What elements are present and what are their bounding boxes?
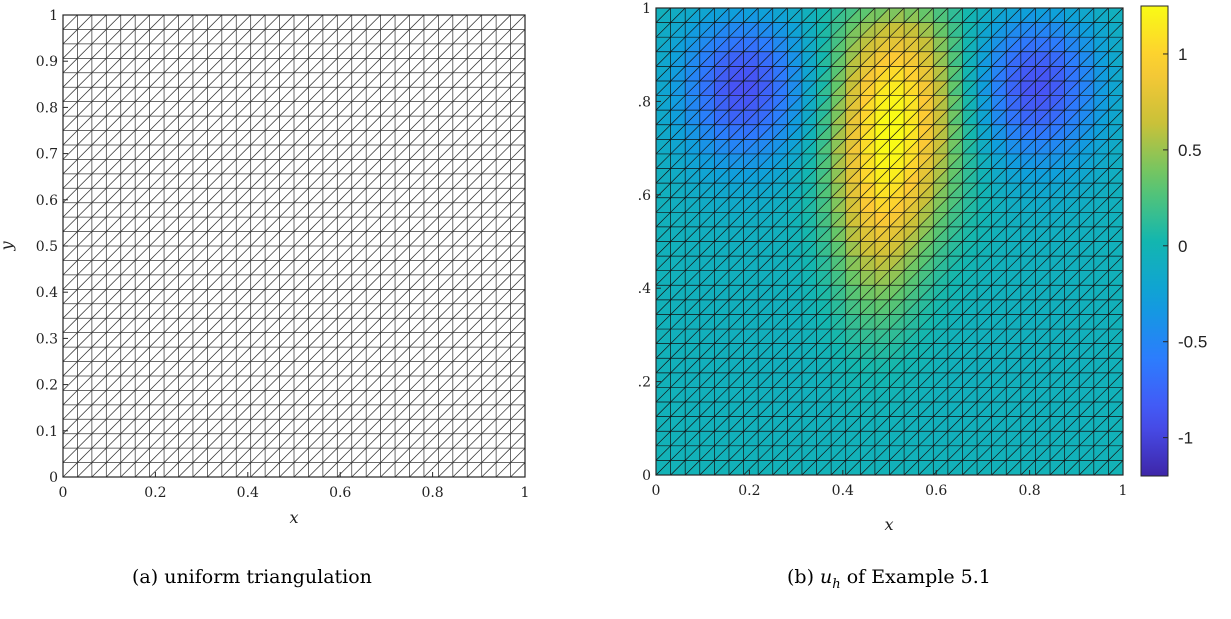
x-tick-label: 1: [521, 485, 530, 501]
y-tick-label: 1: [49, 8, 58, 24]
y-tick-label: .6: [638, 188, 651, 204]
plot-frame: [655, 7, 1124, 476]
x-axis-label: x: [884, 515, 893, 534]
y-tick-label: 0.8: [36, 100, 58, 116]
y-tick-label: 0.1: [36, 424, 58, 440]
caption-a-label: (a): [132, 566, 159, 588]
caption-b: (b) uh of Example 5.1: [787, 566, 991, 592]
x-tick-label: 0.8: [1018, 483, 1040, 499]
x-tick-label: 0.8: [421, 485, 443, 501]
panel-a-uniform-triangulation: 0 0.2 0.4 0.6 0.8 1 0 0.1 0.2 0.3 0.4 0.5 0.6 0.7 0.8 0…: [0, 8, 529, 527]
y-tick-label: 0.3: [36, 331, 58, 347]
x-tick-label: 0: [59, 485, 68, 501]
y-tick-label: 0.6: [36, 193, 58, 209]
y-tick-label: 0.4: [36, 285, 58, 301]
colorbar-tick-label: 0: [1178, 237, 1187, 256]
caption-b-label: (b): [787, 566, 814, 588]
x-tick-label: 0.4: [832, 483, 854, 499]
y-tick-label: .2: [638, 375, 651, 391]
y-tick-label: .4: [638, 281, 651, 297]
y-tick-label: 0: [642, 468, 651, 484]
y-tick-label: 0.2: [36, 378, 58, 394]
y-tick-label: 0.9: [36, 54, 58, 70]
x-tick-label: 0: [652, 483, 661, 499]
caption-b-math-sub: h: [832, 576, 841, 592]
y-tick-label: .8: [638, 94, 651, 110]
y-tick-label: 1: [642, 1, 651, 17]
y-axis-label: y: [0, 241, 16, 252]
axis-ticks: 0 0.2 0.4 0.6 0.8 10.2.4.6.81: [638, 1, 1128, 499]
colorbar-tick-label: -0.5: [1178, 333, 1207, 352]
y-tick-label: 0.7: [36, 147, 58, 163]
axis-ticks: 0 0.2 0.4 0.6 0.8 1 0 0.1 0.2 0.3 0.4 0.5 0.6 0.7 0.8 0…: [36, 8, 530, 501]
x-tick-label: 0.4: [237, 485, 259, 501]
colorbar-tick-label: -1: [1178, 429, 1193, 448]
colorbar-tick-label: 1: [1178, 45, 1187, 64]
caption-a: (a) uniform triangulation: [132, 566, 372, 588]
x-tick-label: 1: [1119, 483, 1128, 499]
caption-b-math-base: u: [820, 566, 833, 588]
panel-b-solution-uh: 0 0.2 0.4 0.6 0.8 10.2.4.6.81 x 10.50-0.5-1: [638, 1, 1208, 534]
x-tick-label: 0.2: [144, 485, 166, 501]
caption-a-text: uniform triangulation: [164, 566, 372, 588]
colorbar-gradient: [1140, 5, 1169, 477]
x-axis-label: x: [289, 508, 298, 527]
y-tick-label: 0: [49, 470, 58, 486]
y-tick-label: 0.5: [36, 239, 58, 255]
colorbar: 1 0.5 0 -0.5 -1: [1140, 5, 1207, 477]
x-tick-label: 0.6: [925, 483, 947, 499]
caption-b-text: of Example 5.1: [846, 566, 991, 588]
x-tick-label: 0.6: [329, 485, 351, 501]
x-tick-label: 0.2: [738, 483, 760, 499]
colorbar-tick-label: 0.5: [1178, 141, 1202, 160]
